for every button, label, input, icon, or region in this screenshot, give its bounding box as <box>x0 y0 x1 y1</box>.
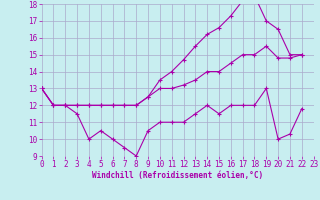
X-axis label: Windchill (Refroidissement éolien,°C): Windchill (Refroidissement éolien,°C) <box>92 171 263 180</box>
